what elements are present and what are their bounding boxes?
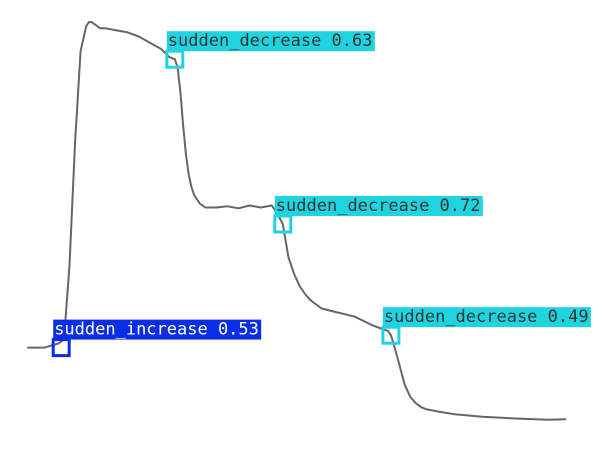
detection-label: sudden_decrease 0.63 — [168, 31, 373, 51]
detection-annotation: sudden_increase 0.53 — [51, 319, 262, 358]
detection-label-bg — [382, 307, 591, 328]
detection-annotation: sudden_decrease 0.49 — [381, 307, 591, 345]
detection-annotation: sudden_decrease 0.63 — [165, 31, 375, 69]
detection-label-bg — [53, 319, 262, 340]
series-line — [27, 21, 567, 421]
detection-annotation: sudden_decrease 0.72 — [273, 196, 483, 234]
detection-label: sudden_decrease 0.72 — [276, 196, 481, 216]
annotations-layer: sudden_increase 0.53 sudden_decrease 0.63… — [51, 31, 591, 358]
detection-label-bg — [274, 196, 483, 216]
detection-label-bg — [166, 31, 375, 52]
detection-label: sudden_decrease 0.49 — [384, 307, 589, 327]
detection-label: sudden_increase 0.53 — [54, 320, 259, 340]
